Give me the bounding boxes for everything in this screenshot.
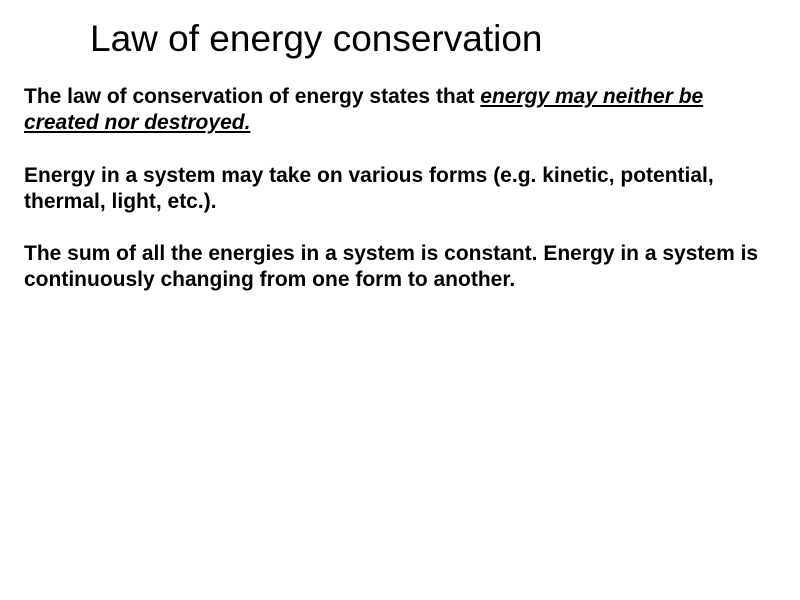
slide-body: The law of conservation of energy states… [20, 84, 780, 294]
slide-container: Law of energy conservation The law of co… [0, 0, 800, 600]
paragraph-2: Energy in a system may take on various f… [24, 163, 780, 216]
paragraph-3: The sum of all the energies in a system … [24, 241, 780, 294]
paragraph-1: The law of conservation of energy states… [24, 84, 780, 137]
slide-title: Law of energy conservation [20, 18, 780, 60]
para3-plain: The sum of all the energies in a system … [24, 242, 758, 291]
para2-plain: Energy in a system may take on various f… [24, 164, 714, 213]
para1-plain: The law of conservation of energy states… [24, 85, 480, 108]
